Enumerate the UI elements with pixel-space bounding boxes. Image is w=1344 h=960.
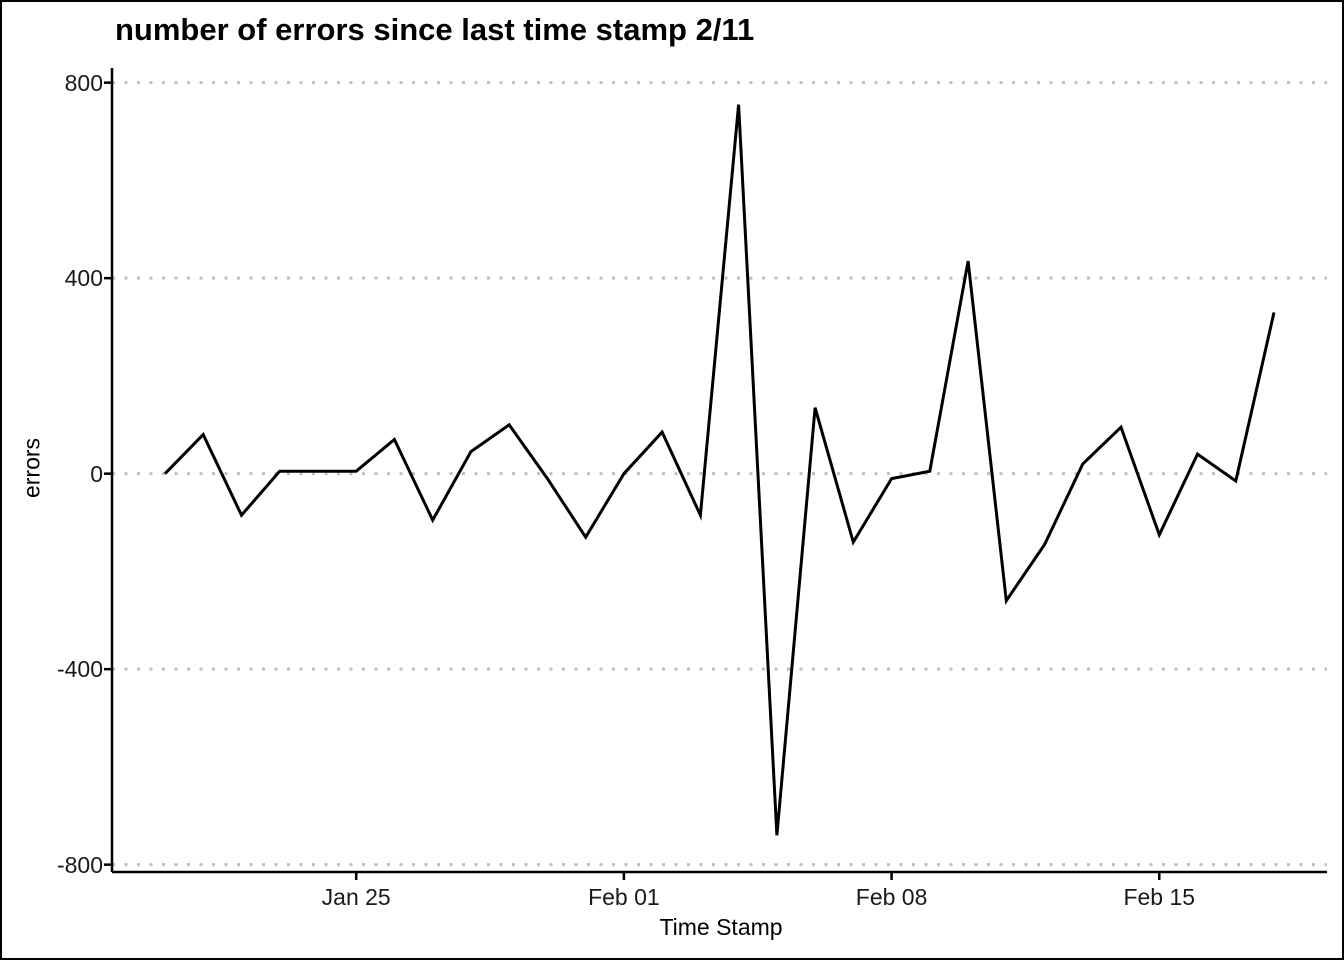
x-tick-label-Jan-25: Jan 25: [321, 884, 391, 910]
y-tick-label--800: -800: [56, 851, 103, 878]
y-tick-label--400: -400: [56, 656, 103, 683]
y-tick-label-800: 800: [64, 69, 103, 96]
x-tick-label-Feb-15: Feb 15: [1123, 884, 1196, 910]
errors-series-line: [163, 104, 1276, 836]
y-tick-label-400: 400: [64, 265, 103, 292]
x-axis-title: Time Stamp: [659, 914, 783, 940]
chart-title: number of errors since last time stamp 2…: [115, 12, 755, 47]
x-tick-label-Feb-01: Feb 01: [588, 884, 660, 910]
x-tick-label-Feb-08: Feb 08: [855, 884, 928, 910]
y-tick-label-0: 0: [90, 460, 103, 487]
